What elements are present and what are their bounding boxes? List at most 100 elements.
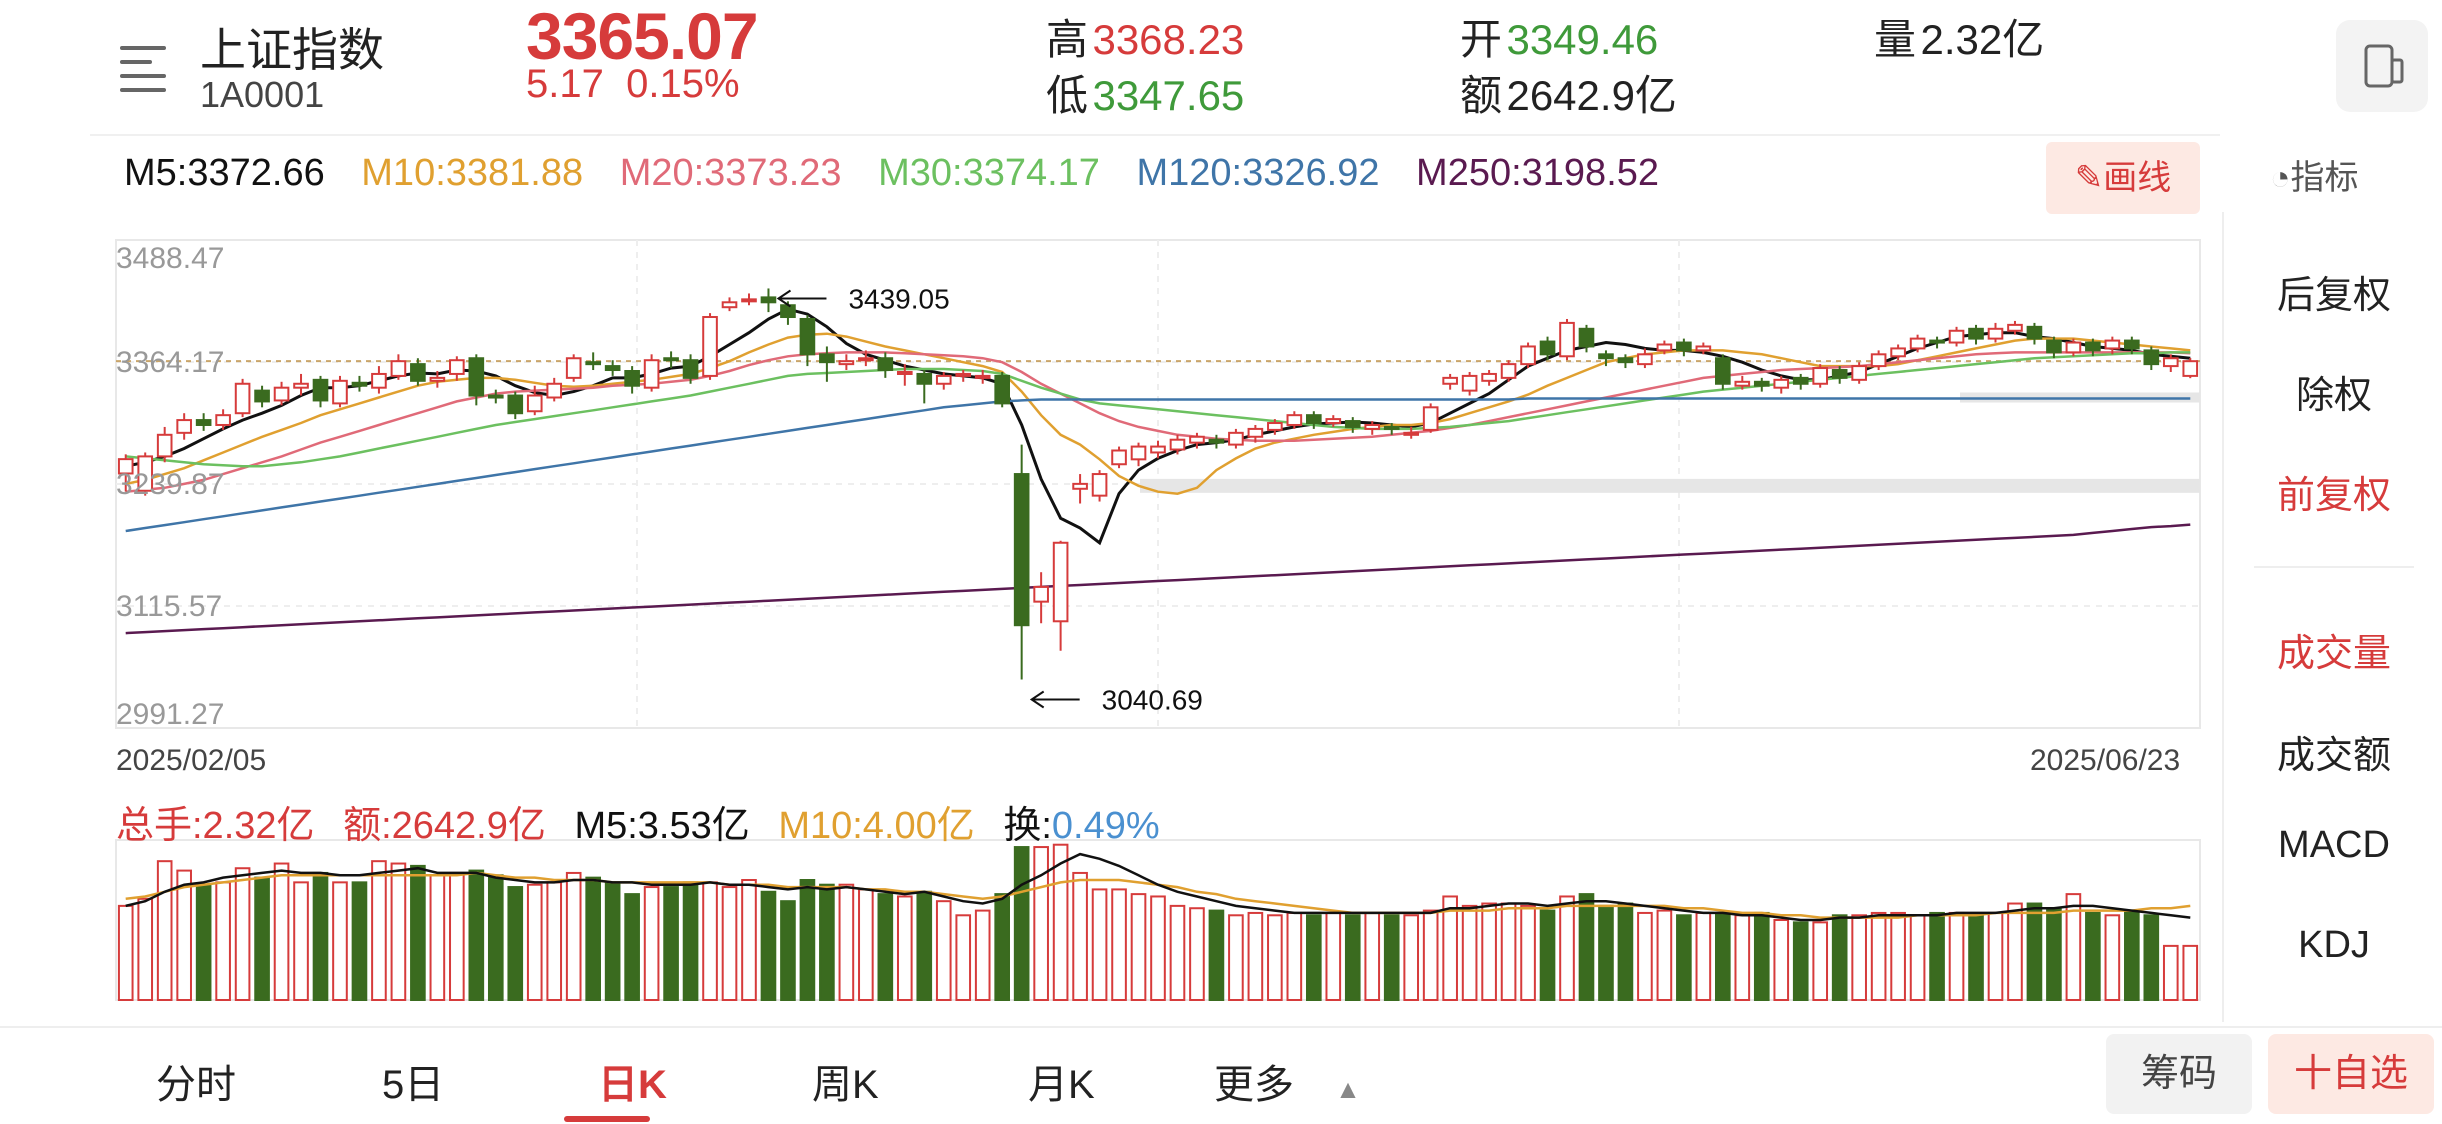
volume-bar xyxy=(877,893,894,1002)
side-item-kdj[interactable]: KDJ xyxy=(2298,924,2370,966)
candle-body xyxy=(1792,376,1809,385)
draw-line-button[interactable]: ✎画线 xyxy=(2046,142,2200,214)
candle-body xyxy=(1325,418,1342,425)
candle-body xyxy=(1578,327,1595,348)
candle-body xyxy=(487,394,504,399)
candle-body xyxy=(195,419,212,426)
indicator-button[interactable]: ◔指标 xyxy=(2270,159,2359,197)
candle-body xyxy=(896,370,913,375)
candle-body xyxy=(1695,345,1712,352)
candle-body xyxy=(1520,345,1536,366)
side-item-amount[interactable]: 成交额 xyxy=(2276,735,2391,777)
volume-bar xyxy=(1637,911,1653,1001)
candle-body xyxy=(1734,380,1751,387)
candle-body xyxy=(526,394,543,413)
volume-bar xyxy=(1052,843,1069,1001)
tab-intraday[interactable]: 分时 xyxy=(156,1063,236,1107)
x-end-date: 2025/06/23 xyxy=(2030,744,2181,777)
volume-bar xyxy=(1812,921,1829,1002)
ma5-label: M5:3372.66 xyxy=(124,152,325,194)
menu-button[interactable] xyxy=(120,38,180,98)
volume-bar xyxy=(351,881,368,1002)
volume-bar xyxy=(1403,914,1420,1002)
candle-body xyxy=(1013,473,1030,627)
candle-body xyxy=(1442,376,1458,385)
add-favorite-button[interactable]: 十自选 xyxy=(2268,1034,2434,1114)
support-band xyxy=(1140,478,2200,493)
side-item-macd[interactable]: MACD xyxy=(2278,824,2390,866)
volume-bar xyxy=(974,909,991,1002)
volume-ma5: M5:3.53亿 xyxy=(574,805,750,847)
volume-bar xyxy=(2104,914,2121,1002)
y-tick-labels: 3488.47 3364.17 3239.87 3115.57 2991.27 xyxy=(116,242,224,731)
candle-body xyxy=(682,359,699,379)
candle-body xyxy=(1305,414,1322,425)
candle-body xyxy=(1773,378,1790,389)
high-value: 3368.23 xyxy=(1092,16,1245,63)
volume-bar xyxy=(371,860,387,1001)
candle-body xyxy=(371,372,387,389)
turnover-value: 0.49% xyxy=(1051,805,1160,847)
volume-bar xyxy=(1559,895,1575,1001)
total-amount: 额:2642.9亿 xyxy=(343,805,546,847)
volume-legend: 总手:2.32亿 额:2642.9亿 M5:3.53亿 M10:4.00亿 换:… xyxy=(116,794,1178,849)
side-item-pre-adjusted[interactable]: 前复权 xyxy=(2276,475,2391,517)
candle-body xyxy=(663,357,679,362)
candle-body xyxy=(838,360,855,366)
candle-body xyxy=(1929,339,1945,344)
candle-body xyxy=(1033,585,1049,603)
volume-bar xyxy=(1150,895,1166,1001)
volume-bar xyxy=(1870,911,1887,1001)
volume-bar xyxy=(721,886,738,1002)
candle-body xyxy=(117,458,134,475)
volume-bar xyxy=(215,881,231,1002)
candle-body xyxy=(1617,357,1634,364)
volume-bar xyxy=(2007,902,2023,1002)
annotation-label: 3439.05 xyxy=(848,284,949,315)
ma-line-m20 xyxy=(125,351,2191,493)
side-item-post-adjusted[interactable]: 后复权 xyxy=(2276,275,2391,317)
candle-body xyxy=(507,394,524,415)
ma30-label: M30:3374.17 xyxy=(878,152,1100,194)
pencil-icon: ✎ xyxy=(2074,159,2104,197)
ma-legend: M5:3372.66 M10:3381.88 M20:3373.23 M30:3… xyxy=(124,152,1685,195)
tab-monthly-k[interactable]: 月K xyxy=(1028,1063,1095,1107)
candle-body xyxy=(1461,374,1478,392)
tab-more[interactable]: 更多 ▲ xyxy=(1214,1063,1361,1107)
candle-body xyxy=(643,359,660,389)
volume-bar xyxy=(1948,911,1965,1001)
volume-bar xyxy=(780,900,796,1001)
side-item-volume[interactable]: 成交量 xyxy=(2276,633,2391,675)
candle-body xyxy=(1968,327,1984,340)
volume-bar xyxy=(1091,888,1108,1001)
volume-bar xyxy=(1598,904,1614,1001)
tab-5day[interactable]: 5日 xyxy=(382,1063,445,1107)
candle-body xyxy=(1715,357,1731,385)
volume-bar xyxy=(1383,914,1400,1002)
tab-daily-k[interactable]: 日K xyxy=(598,1063,667,1107)
candle-body xyxy=(1364,423,1381,430)
candle-body xyxy=(1422,406,1439,431)
tab-weekly-k[interactable]: 周K xyxy=(812,1063,879,1107)
candle-body xyxy=(312,378,329,402)
candle-body xyxy=(1403,431,1420,436)
volume-bar xyxy=(117,904,134,1001)
open-label: 开 xyxy=(1460,16,1503,63)
turnover-label: 换: xyxy=(1003,805,1052,847)
volume-bar xyxy=(487,874,504,1002)
volume-bar xyxy=(682,881,699,1002)
volume-bar xyxy=(1929,911,1945,1001)
volume-bar xyxy=(410,864,426,1001)
candle-body xyxy=(546,382,563,399)
volume-bar xyxy=(760,890,777,1001)
volume-bar xyxy=(1773,919,1790,1001)
candle-body xyxy=(1072,482,1088,490)
side-item-ex-rights[interactable]: 除权 xyxy=(2295,375,2372,417)
candle-body xyxy=(429,376,446,382)
low-stat: 低 3347.65 xyxy=(1046,62,1244,123)
device-rotate-button[interactable] xyxy=(2336,20,2428,112)
chip-distribution-button[interactable]: 筹码 xyxy=(2106,1034,2252,1114)
candle-body xyxy=(2026,325,2043,340)
volume-bar xyxy=(1325,911,1342,1001)
kline-chart[interactable]: 3488.47 3364.17 3239.87 3115.57 2991.27 3439… xyxy=(0,0,2442,1022)
